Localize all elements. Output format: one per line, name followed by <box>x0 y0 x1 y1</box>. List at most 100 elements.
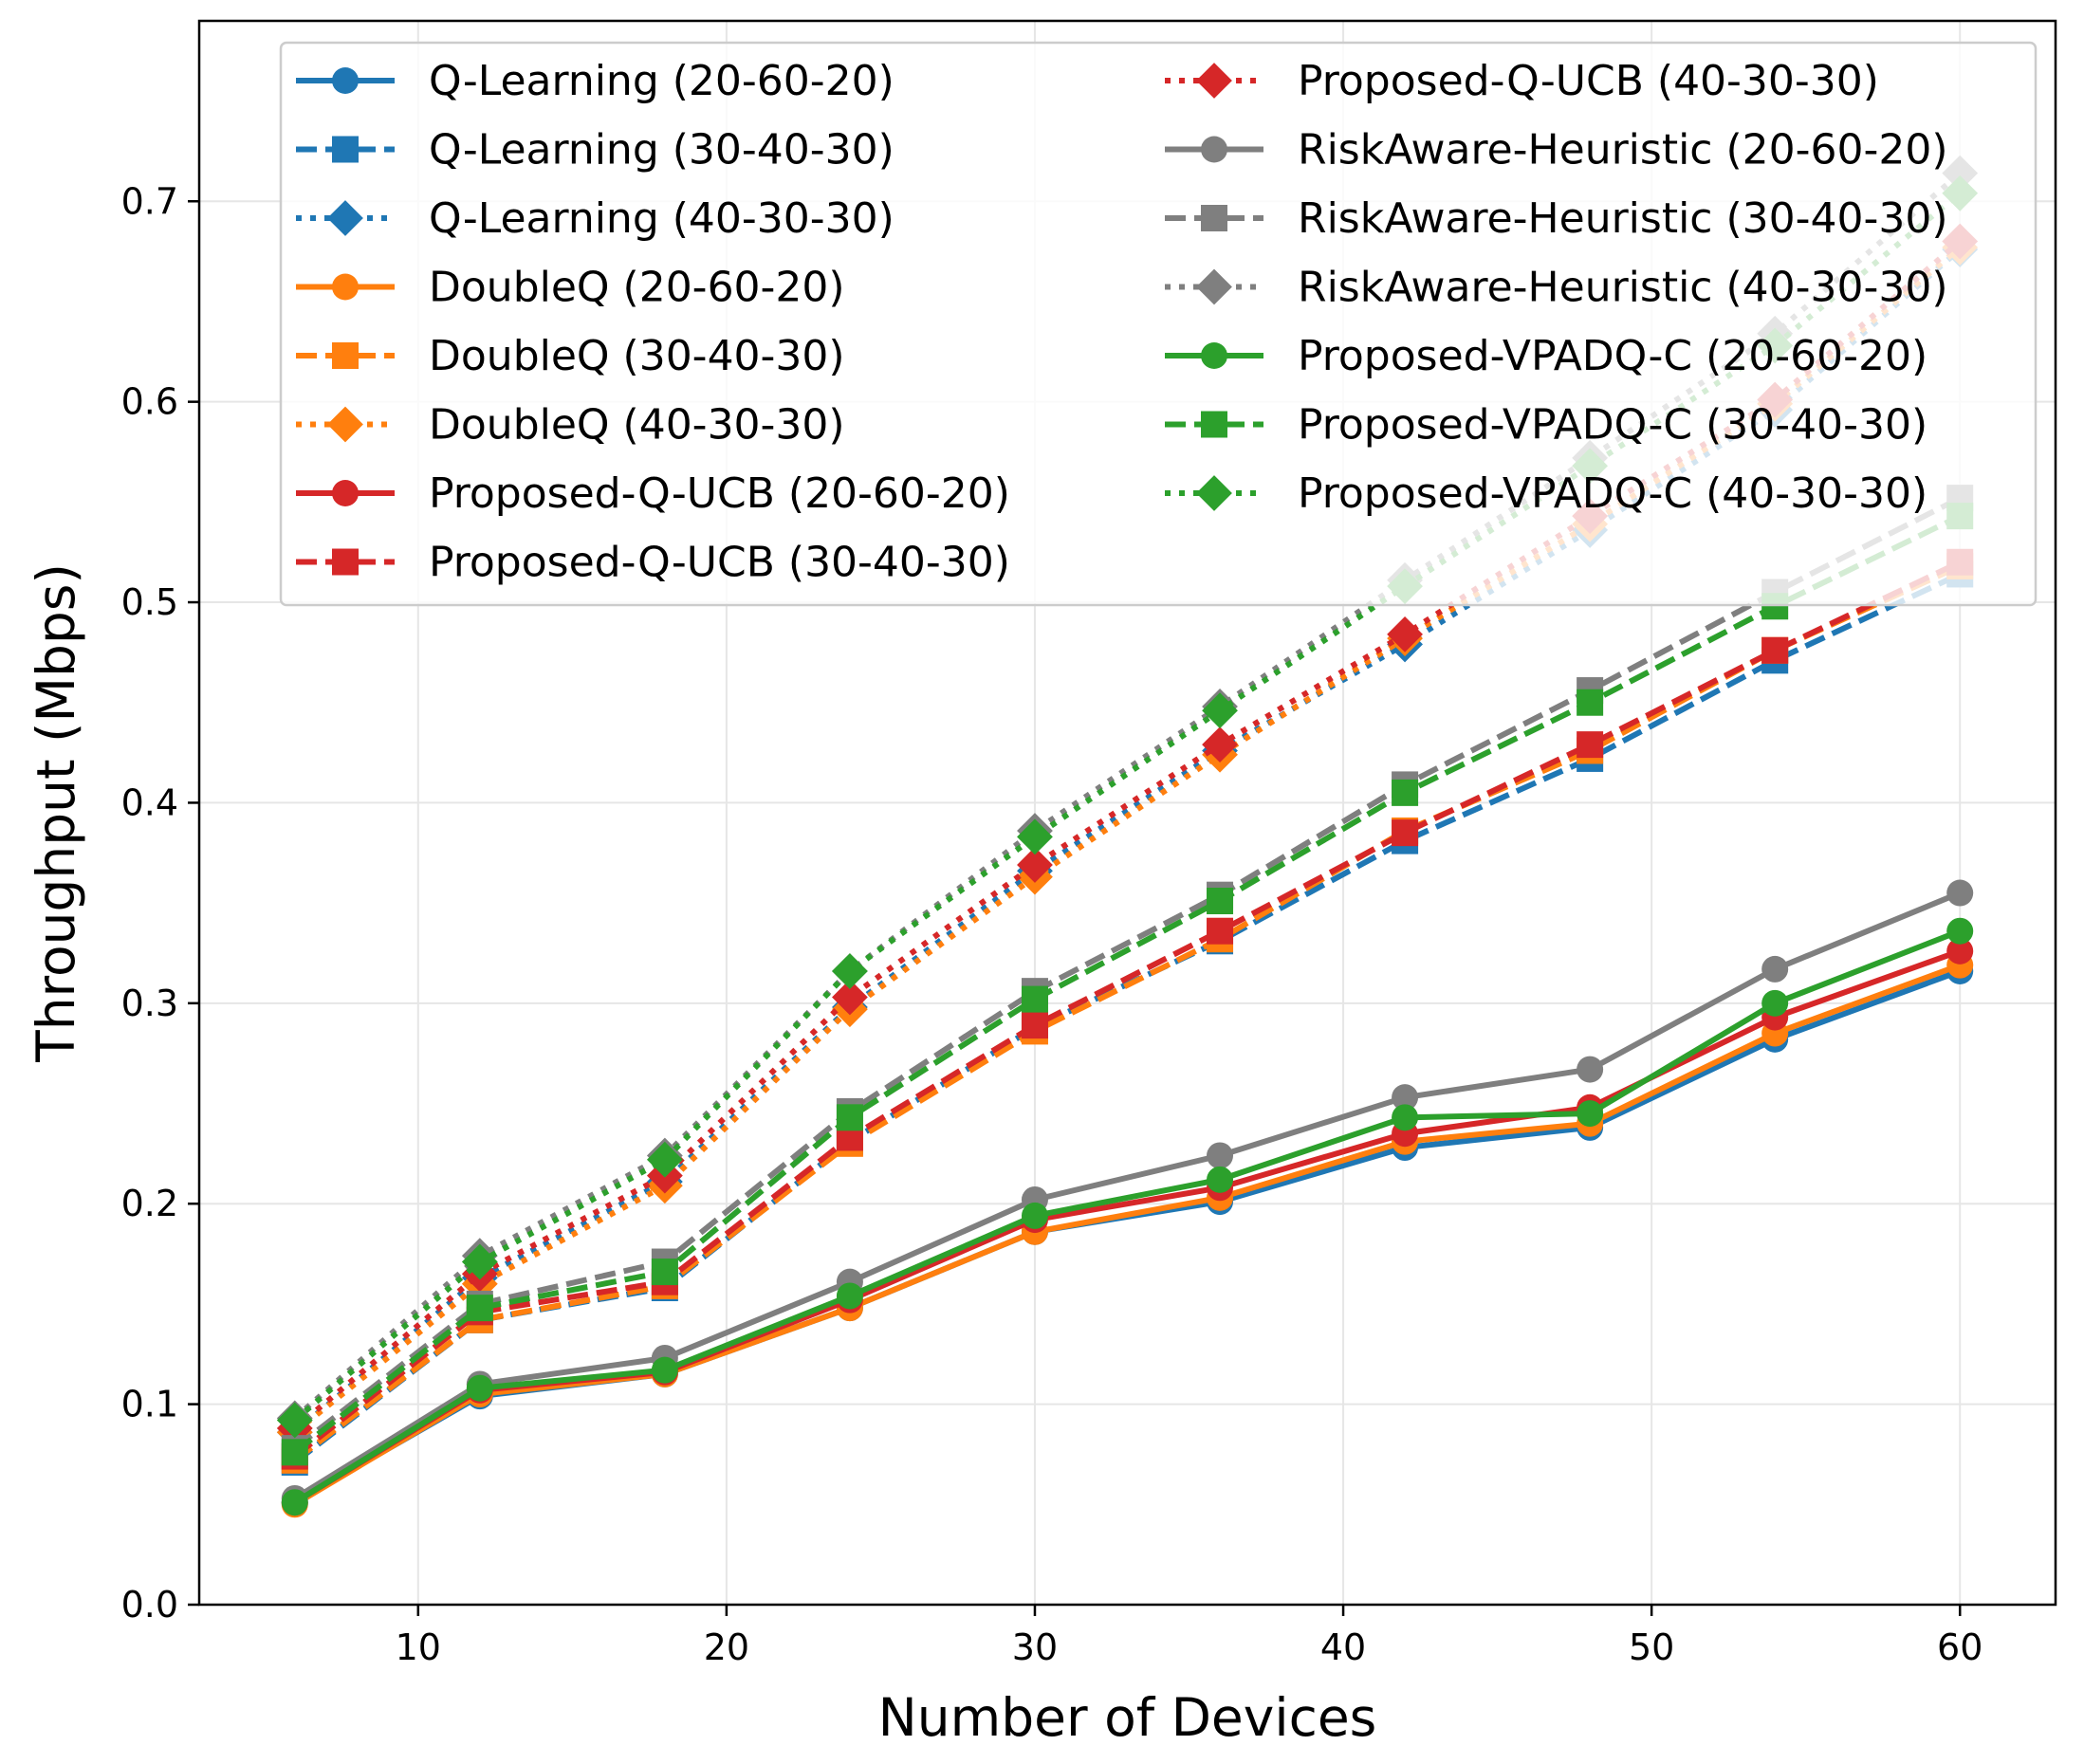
legend-item: Proposed-VPADQ-C (30-40-30) <box>1165 401 1927 450</box>
data-point <box>1207 888 1234 915</box>
data-point <box>1392 779 1419 806</box>
data-point <box>1196 475 1232 511</box>
data-point <box>281 1439 308 1466</box>
legend-label: Q-Learning (20-60-20) <box>429 57 894 105</box>
legend-label: DoubleQ (40-30-30) <box>429 401 845 450</box>
data-point <box>1201 411 1227 438</box>
y-tick-label: 0.6 <box>121 381 178 423</box>
y-tick-label: 0.4 <box>121 781 178 823</box>
legend-item: DoubleQ (40-30-30) <box>296 401 845 450</box>
legend-label: Q-Learning (30-40-30) <box>429 126 894 175</box>
y-tick-label: 0.2 <box>121 1183 178 1224</box>
legend-item: DoubleQ (20-60-20) <box>296 264 845 312</box>
legend-label: Q-Learning (40-30-30) <box>429 194 894 243</box>
data-point <box>332 67 359 94</box>
data-point <box>332 342 359 369</box>
legend-item: Proposed-VPADQ-C (40-30-30) <box>1165 469 1927 518</box>
data-point <box>1201 205 1227 231</box>
legend-label: Proposed-Q-UCB (20-60-20) <box>429 469 1010 518</box>
data-point <box>836 1282 863 1310</box>
legend-item: Proposed-Q-UCB (20-60-20) <box>296 469 1010 518</box>
data-point <box>1946 937 1974 965</box>
data-point <box>1946 879 1974 907</box>
legend-label: RiskAware-Heuristic (30-40-30) <box>1298 194 1948 243</box>
data-point <box>1207 1166 1234 1193</box>
data-point <box>1946 917 1974 945</box>
y-tick-label: 0.1 <box>121 1384 178 1425</box>
data-point <box>1761 955 1789 983</box>
data-point <box>466 1295 493 1322</box>
legend-label: DoubleQ (30-40-30) <box>429 332 845 380</box>
y-tick-label: 0.5 <box>121 581 178 623</box>
y-tick-label: 0.7 <box>121 180 178 222</box>
axis-ticks: 10 20 30 40 50 60 0.0 0.1 0.2 0.3 0.4 0.5 0.6 0.7 <box>121 180 1983 1668</box>
legend-item: RiskAware-Heuristic (20-60-20) <box>1165 126 1948 175</box>
data-point <box>1017 847 1053 883</box>
data-point <box>1202 692 1238 729</box>
data-point <box>1201 136 1227 163</box>
data-point <box>832 979 868 1016</box>
data-point <box>327 200 363 236</box>
x-tick-label: 60 <box>1937 1626 1983 1668</box>
series-line <box>293 962 1962 1507</box>
x-tick-label: 50 <box>1629 1626 1674 1668</box>
series-line <box>292 560 1962 1459</box>
data-point <box>651 1259 678 1286</box>
data-point <box>832 953 868 989</box>
data-point <box>281 1489 308 1516</box>
x-tick-label: 10 <box>396 1626 441 1668</box>
legend-label: DoubleQ (20-60-20) <box>429 264 845 312</box>
series-proposed-vpadq-c-30-40-30 <box>281 503 1974 1466</box>
legend-label: RiskAware-Heuristic (40-30-30) <box>1298 264 1948 312</box>
data-point <box>836 1104 863 1131</box>
data-point <box>332 136 359 163</box>
data-point <box>332 273 359 301</box>
y-tick-label: 0.3 <box>121 983 178 1024</box>
data-point <box>1021 1202 1048 1229</box>
data-point <box>1761 636 1789 664</box>
data-point <box>466 1374 493 1402</box>
data-point <box>1021 985 1048 1013</box>
data-point <box>1392 1104 1419 1131</box>
legend-item: Proposed-VPADQ-C (20-60-20) <box>1165 332 1927 380</box>
y-tick-label: 0.0 <box>121 1584 178 1626</box>
data-point <box>1577 1056 1604 1083</box>
legend-label: Proposed-VPADQ-C (30-40-30) <box>1298 401 1927 450</box>
plot-area-frame <box>197 19 2057 1607</box>
x-tick-label: 30 <box>1012 1626 1058 1668</box>
legend-label: Proposed-Q-UCB (40-30-30) <box>1298 57 1879 105</box>
data-point <box>1577 689 1604 716</box>
data-point <box>1017 818 1053 855</box>
legend-label: RiskAware-Heuristic (20-60-20) <box>1298 126 1948 175</box>
data-point <box>332 548 359 576</box>
legend-item: Proposed-Q-UCB (30-40-30) <box>296 539 1010 587</box>
data-point <box>646 1141 683 1178</box>
series-proposed-vpadq-c-20-60-20 <box>281 917 1974 1516</box>
legend-item: RiskAware-Heuristic (40-30-30) <box>1165 264 1948 312</box>
data-point <box>1577 1100 1604 1128</box>
data-point <box>1392 819 1419 847</box>
legend-label: Proposed-Q-UCB (30-40-30) <box>429 539 1010 587</box>
legend-box <box>279 41 2038 607</box>
series-line <box>293 890 1962 1501</box>
data-point <box>1196 268 1232 305</box>
data-point <box>461 1243 498 1280</box>
legend-item: Q-Learning (20-60-20) <box>296 57 894 105</box>
x-tick-label: 20 <box>704 1626 749 1668</box>
series-line <box>293 928 1962 1505</box>
y-axis-label: Throughput (Mbps) <box>26 563 86 1063</box>
data-point <box>1196 63 1232 99</box>
data-point <box>1201 342 1227 369</box>
data-point <box>1207 1142 1234 1169</box>
legend-label: Proposed-VPADQ-C (40-30-30) <box>1298 469 1927 518</box>
data-point <box>1202 726 1238 763</box>
data-point <box>327 406 363 443</box>
data-point <box>1761 989 1789 1017</box>
legend-item: DoubleQ (30-40-30) <box>296 332 845 380</box>
legend-item: Q-Learning (30-40-30) <box>296 126 894 175</box>
legend-item: Proposed-Q-UCB (40-30-30) <box>1165 57 1879 105</box>
series-line <box>292 495 1962 1451</box>
data-point <box>651 1356 678 1384</box>
data-point <box>1392 1084 1419 1112</box>
